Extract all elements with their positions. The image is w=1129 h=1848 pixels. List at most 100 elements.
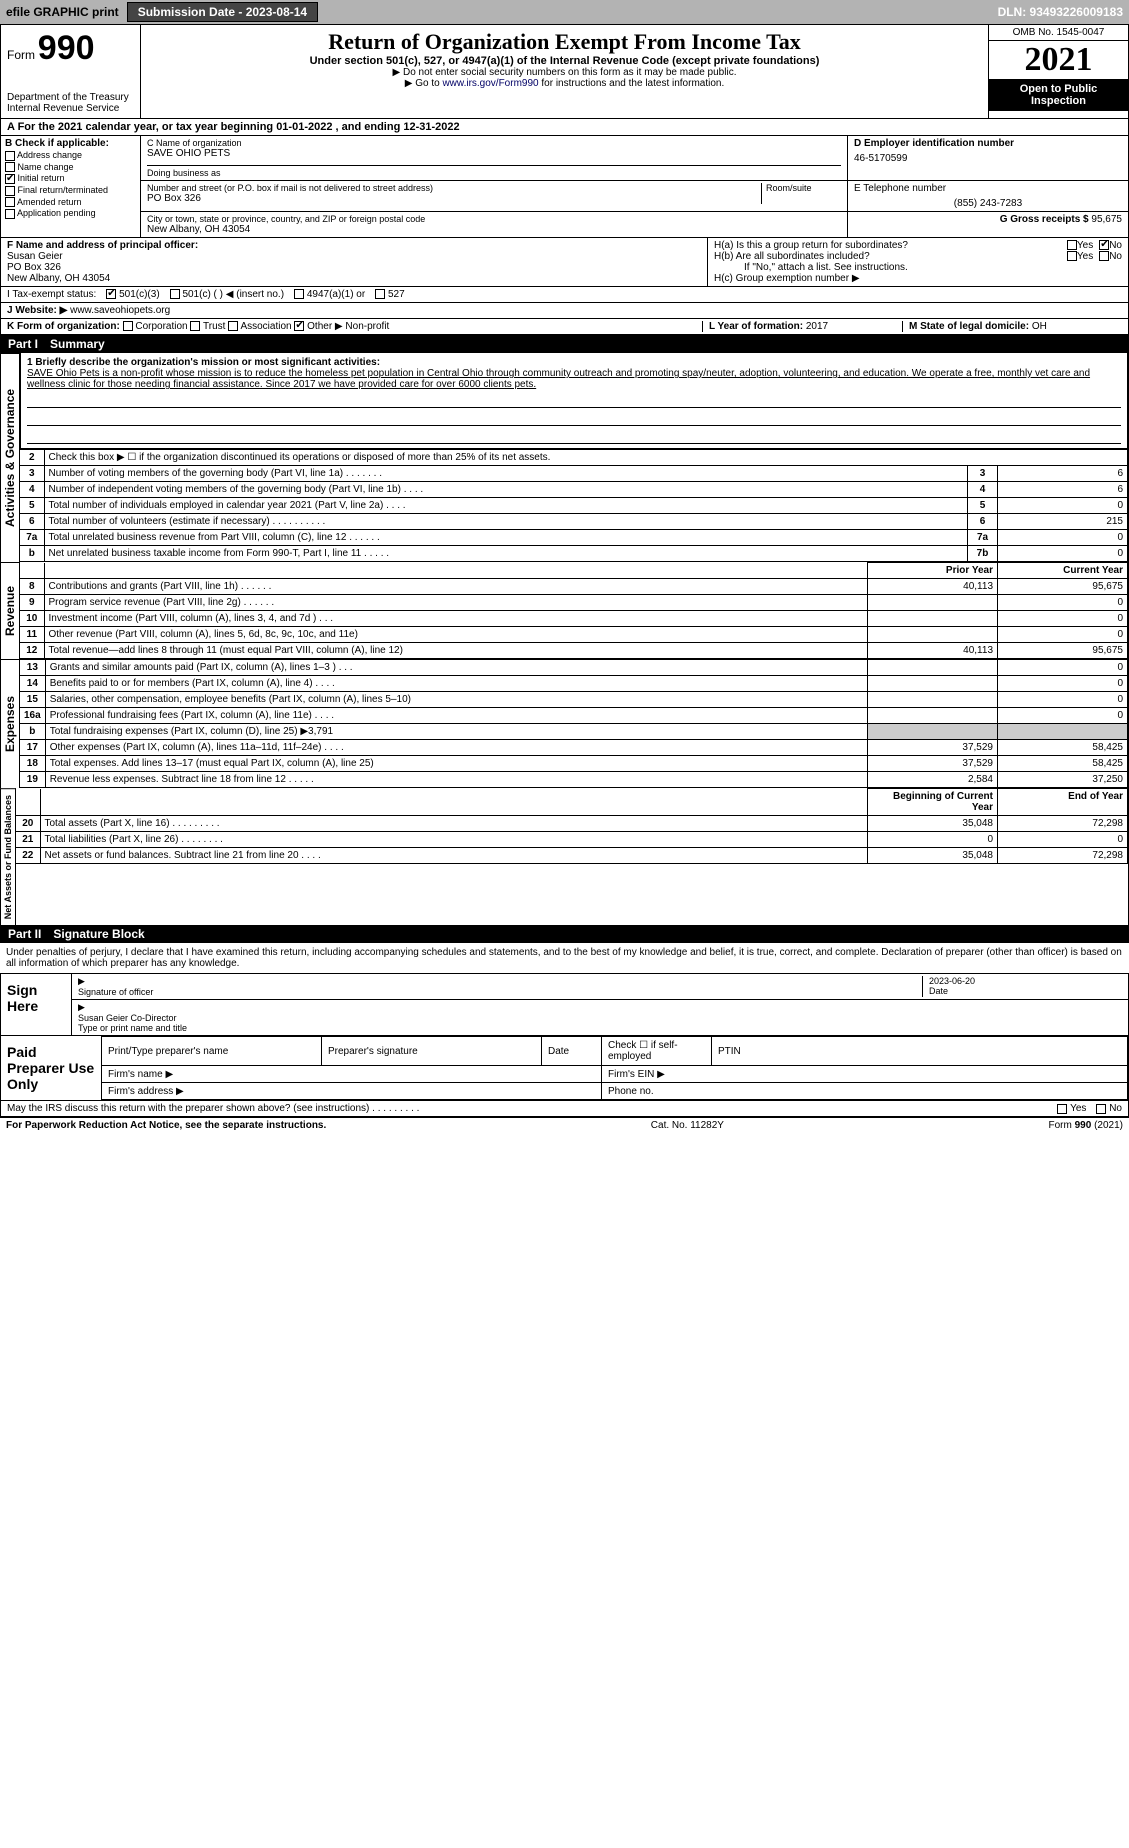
end-year-hdr: End of Year [998,789,1128,816]
data-row: 15Salaries, other compensation, employee… [20,692,1128,708]
part1-title: Summary [50,337,105,351]
Ha-no[interactable]: No [1099,240,1122,251]
section-revenue: Revenue Prior Year Current Year 8Contrib… [0,562,1129,659]
opt-527[interactable]: 527 [375,289,404,300]
row-J: J Website: ▶ www.saveohiopets.org [0,303,1129,319]
sig-officer-line[interactable]: Signature of officer [78,976,922,997]
addr-label: Number and street (or P.O. box if mail i… [147,183,761,193]
Hc-label: H(c) Group exemption number ▶ [714,273,1122,284]
gov-row: 7aTotal unrelated business revenue from … [20,530,1128,546]
opt-application-pending[interactable]: Application pending [5,208,136,219]
data-row: 20Total assets (Part X, line 16) . . . .… [16,816,1128,832]
irs-label: Internal Revenue Service [7,103,134,114]
Ha-yes[interactable]: Yes [1067,240,1093,251]
box-L-label: L Year of formation: [709,321,803,332]
data-row: 12Total revenue—add lines 8 through 11 (… [20,643,1128,659]
H-note: If "No," attach a list. See instructions… [714,262,1122,273]
governance-table: 2Check this box ▶ ☐ if the organization … [20,449,1128,562]
form-number-box: Form 990 Department of the Treasury Inte… [1,25,141,118]
part2-title: Signature Block [53,927,144,941]
title-box: Return of Organization Exempt From Incom… [141,25,988,118]
mission-box: 1 Briefly describe the organization's mi… [20,353,1128,449]
opt-name-change[interactable]: Name change [5,162,136,173]
gov-row: 2Check this box ▶ ☐ if the organization … [20,450,1128,466]
data-row: 17Other expenses (Part IX, column (A), l… [20,740,1128,756]
box-L: L Year of formation: 2017 [702,321,902,332]
irs-link[interactable]: www.irs.gov/Form990 [442,78,538,89]
dln-label: DLN: 93493226009183 [998,5,1123,19]
paid-prep-table: Print/Type preparer's name Preparer's si… [101,1036,1128,1100]
discuss-no[interactable]: No [1096,1103,1122,1114]
side-netassets: Net Assets or Fund Balances [0,788,16,925]
website-value[interactable]: www.saveohiopets.org [70,305,170,316]
opt-address-change[interactable]: Address change [5,150,136,161]
box-D: D Employer identification number 46-5170… [848,136,1128,180]
addr-street: PO Box 326 [147,193,761,204]
expenses-table: 13Grants and similar amounts paid (Part … [20,659,1128,788]
sig-type-label: Type or print name and title [78,1023,1122,1033]
box-M: M State of legal domicile: OH [902,321,1122,332]
opt-amended[interactable]: Amended return [5,197,136,208]
opt-other[interactable]: Other ▶ [294,321,342,332]
mission-label: 1 Briefly describe the organization's mi… [27,357,1121,368]
revenue-table: Prior Year Current Year 8Contributions a… [20,562,1128,659]
firm-phone-cell: Phone no. [602,1083,1128,1100]
firm-addr-cell: Firm's address ▶ [102,1083,602,1100]
box-C-name: C Name of organization SAVE OHIO PETS Do… [141,136,848,180]
data-row: 9Program service revenue (Part VIII, lin… [20,595,1128,611]
section-BCDEG: B Check if applicable: Address change Na… [0,136,1129,238]
Hb-yes[interactable]: Yes [1067,251,1093,262]
gov-row: 6Total number of volunteers (estimate if… [20,514,1128,530]
tax-year: 2021 [989,41,1128,79]
line-A: A For the 2021 calendar year, or tax yea… [0,119,1129,136]
discuss-yes[interactable]: Yes [1057,1103,1086,1114]
box-G: G Gross receipts $ 95,675 [848,212,1128,237]
footer-mid: Cat. No. 11282Y [651,1120,724,1131]
opt-initial-return[interactable]: Initial return [5,173,136,184]
data-row: 18Total expenses. Add lines 13–17 (must … [20,756,1128,772]
opt-corp[interactable]: Corporation [123,321,188,332]
tax-exempt-label: I Tax-exempt status: [7,289,96,300]
addr-city-cell: City or town, state or province, country… [141,212,848,237]
box-F-label: F Name and address of principal officer: [7,240,701,251]
phone-value: (855) 243-7283 [854,198,1122,209]
Hb-no[interactable]: No [1099,251,1122,262]
efile-label: efile GRAPHIC print [6,5,119,19]
firm-ein-cell: Firm's EIN ▶ [602,1066,1128,1083]
box-C-label: C Name of organization [147,138,841,148]
begin-year-hdr: Beginning of Current Year [868,789,998,816]
data-row: 14Benefits paid to or for members (Part … [20,676,1128,692]
opt-trust[interactable]: Trust [190,321,225,332]
prep-name-hdr: Print/Type preparer's name [102,1037,322,1066]
discuss-row: May the IRS discuss this return with the… [0,1101,1129,1117]
side-expenses: Expenses [0,659,20,788]
org-name: SAVE OHIO PETS [147,148,841,159]
Ha-label: H(a) Is this a group return for subordin… [714,240,1067,251]
officer-addr1: PO Box 326 [7,262,701,273]
gov-row: 5Total number of individuals employed in… [20,498,1128,514]
opt-501c[interactable]: 501(c) ( ) ◀ (insert no.) [170,289,284,300]
opt-4947[interactable]: 4947(a)(1) or [294,289,365,300]
sig-name-line: Susan Geier Co-Director Type or print na… [78,1002,1122,1033]
section-governance: Activities & Governance 1 Briefly descri… [0,353,1129,562]
prep-self-hdr[interactable]: Check ☐ if self-employed [602,1037,712,1066]
subtitle: Under section 501(c), 527, or 4947(a)(1)… [145,55,984,67]
footer-left: For Paperwork Reduction Act Notice, see … [6,1120,326,1131]
sig-officer-label: Signature of officer [78,987,922,997]
officer-addr2: New Albany, OH 43054 [7,273,701,284]
box-M-label: M State of legal domicile: [909,321,1029,332]
submission-date-button[interactable]: Submission Date - 2023-08-14 [127,2,318,22]
row-I: I Tax-exempt status: 501(c)(3) 501(c) ( … [0,287,1129,303]
other-value: Non-profit [345,321,389,332]
dba-label: Doing business as [147,168,841,178]
part1-num: Part I [8,337,38,351]
room-label: Room/suite [766,183,841,193]
netassets-table: Beginning of Current Year End of Year 20… [16,788,1128,864]
opt-final-return[interactable]: Final return/terminated [5,185,136,196]
ein-value: 46-5170599 [854,153,1122,164]
city-label: City or town, state or province, country… [147,214,841,224]
officer-name: Susan Geier [7,251,701,262]
section-netassets: Net Assets or Fund Balances Beginning of… [0,788,1129,925]
opt-assoc[interactable]: Association [228,321,291,332]
opt-501c3[interactable]: 501(c)(3) [106,289,159,300]
